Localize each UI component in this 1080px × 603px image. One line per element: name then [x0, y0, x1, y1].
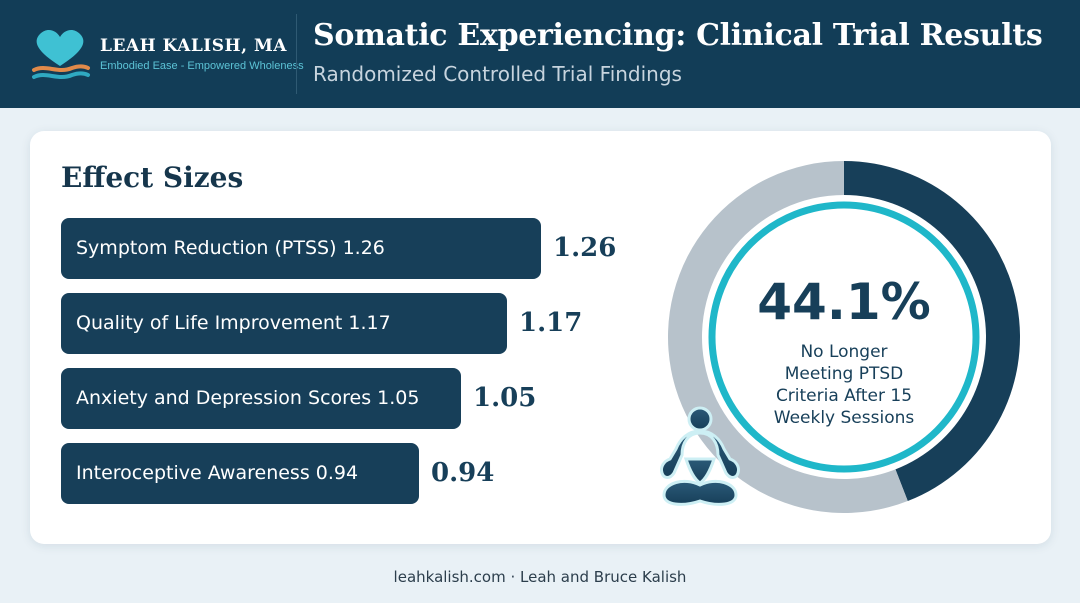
bar-label: Anxiety and Depression Scores 1.05 — [76, 387, 420, 409]
brand-tagline: Embodied Ease - Empowered Wholeness — [100, 60, 304, 72]
meditation-figure-icon — [660, 406, 740, 506]
bar: Interoceptive Awareness 0.94 — [61, 443, 419, 504]
donut-accent-ring — [708, 201, 980, 473]
bar-value-label: 1.17 — [519, 308, 583, 338]
effect-sizes-title: Effect Sizes — [61, 161, 244, 194]
bar-value-label: 1.05 — [473, 383, 537, 413]
bar-label: Symptom Reduction (PTSS) 1.26 — [76, 237, 385, 259]
header-divider — [296, 14, 297, 94]
bar-value-label: 0.94 — [431, 458, 495, 488]
page-subtitle: Randomized Controlled Trial Findings — [313, 62, 682, 86]
page-title: Somatic Experiencing: Clinical Trial Res… — [313, 18, 1043, 53]
heart-logo-icon — [32, 30, 90, 79]
effect-sizes-chart: Symptom Reduction (PTSS) 1.26 1.26 Quality… — [61, 218, 661, 518]
footer-credit: leahkalish.com · Leah and Bruce Kalish — [393, 568, 687, 586]
bar-label: Quality of Life Improvement 1.17 — [76, 312, 391, 334]
bar: Symptom Reduction (PTSS) 1.26 — [61, 218, 541, 279]
bar-value-label: 1.26 — [553, 233, 617, 263]
donut-slice-remaining — [668, 161, 908, 513]
bar: Anxiety and Depression Scores 1.05 — [61, 368, 461, 429]
donut-chart — [668, 161, 1020, 513]
brand-logo[interactable]: LEAH KALISH, MA Embodied Ease - Empowere… — [28, 22, 304, 86]
brand-name: LEAH KALISH, MA — [100, 36, 287, 56]
bar-row: Anxiety and Depression Scores 1.05 1.05 — [61, 368, 661, 429]
bar-row: Symptom Reduction (PTSS) 1.26 1.26 — [61, 218, 661, 279]
header: LEAH KALISH, MA Embodied Ease - Empowere… — [0, 0, 1080, 108]
donut-slice-no-longer-meeting — [844, 161, 1020, 502]
bar-row: Interoceptive Awareness 0.94 0.94 — [61, 443, 661, 504]
bar-label: Interoceptive Awareness 0.94 — [76, 462, 359, 484]
bar: Quality of Life Improvement 1.17 — [61, 293, 507, 354]
results-card: Effect Sizes Symptom Reduction (PTSS) 1.… — [30, 131, 1051, 544]
bar-row: Quality of Life Improvement 1.17 1.17 — [61, 293, 661, 354]
